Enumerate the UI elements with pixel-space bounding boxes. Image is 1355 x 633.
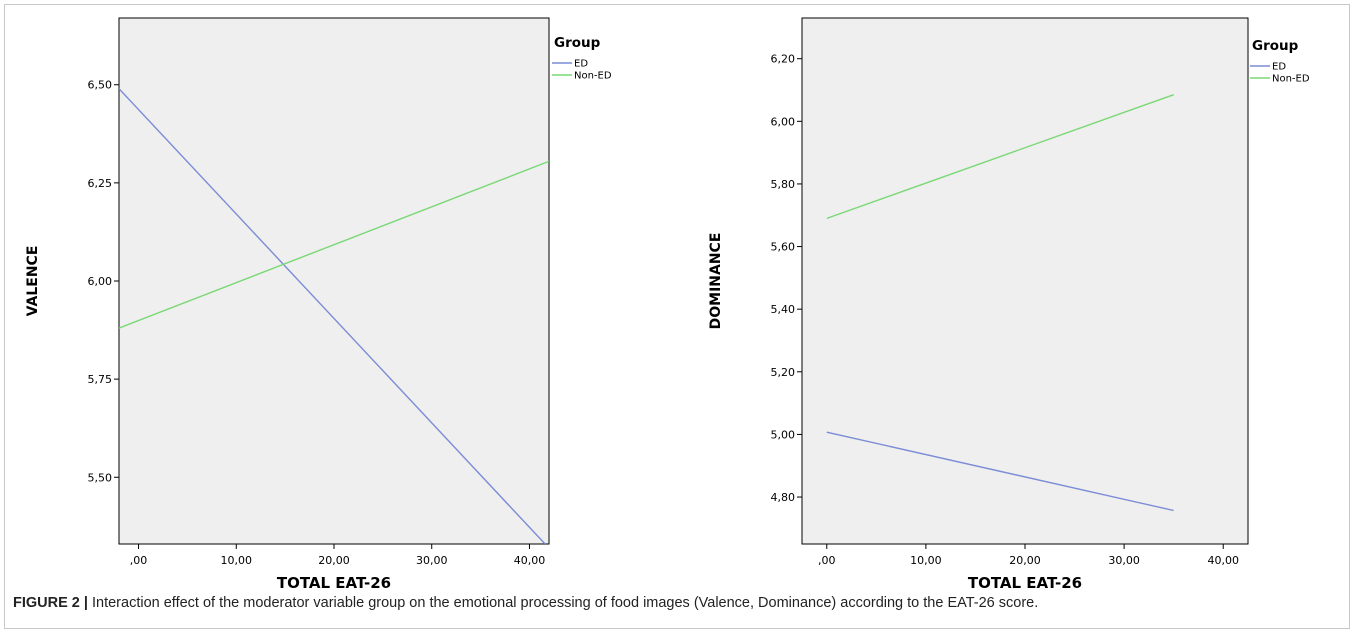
- x-tick-label: 10,00: [221, 554, 253, 567]
- series-line-non-ed: [119, 160, 549, 329]
- y-tick-label: 6,20: [771, 53, 796, 66]
- figure-caption-label: FIGURE 2 |: [13, 595, 88, 611]
- y-axis-label: DOMINANCE: [708, 233, 724, 330]
- x-tick-label: 40,00: [1207, 554, 1239, 567]
- legend-label-ed: ED: [574, 59, 588, 70]
- figure-caption: FIGURE 2 | Interaction effect of the mod…: [13, 595, 1343, 611]
- series-line-ed: [826, 431, 1174, 512]
- x-tick-label: 20,00: [1009, 554, 1041, 567]
- y-tick-label: 6,50: [88, 79, 113, 92]
- y-tick-label: 5,20: [771, 366, 796, 379]
- legend-label-non-ed: Non-ED: [574, 71, 612, 82]
- y-tick-label: 5,60: [771, 241, 796, 254]
- y-axis-label: VALENCE: [25, 246, 41, 317]
- plot-area: [118, 17, 550, 545]
- legend-title: Group: [1252, 38, 1299, 54]
- x-tick-label: ,00: [130, 554, 148, 567]
- series-line-ed: [119, 88, 546, 544]
- y-tick-label: 6,00: [771, 115, 796, 128]
- figure-caption-text: Interaction effect of the moderator vari…: [87, 595, 1039, 611]
- y-tick-label: 5,40: [771, 303, 796, 316]
- y-tick-label: 6,00: [88, 275, 113, 288]
- y-tick-label: 5,50: [88, 471, 113, 484]
- x-axis-label: TOTAL EAT-26: [277, 574, 391, 592]
- y-tick-label: 5,00: [771, 428, 796, 441]
- legend-label-non-ed: Non-ED: [1272, 74, 1310, 85]
- x-tick-label: 20,00: [318, 554, 350, 567]
- series-line-non-ed: [826, 94, 1174, 220]
- x-tick-label: ,00: [818, 554, 836, 567]
- plot-area: [801, 17, 1249, 545]
- legend-label-ed: ED: [1272, 62, 1286, 73]
- x-axis-label: TOTAL EAT-26: [968, 574, 1082, 592]
- x-tick-label: 30,00: [1108, 554, 1140, 567]
- y-tick-label: 5,75: [88, 373, 113, 386]
- x-tick-label: 40,00: [514, 554, 546, 567]
- legend-title: Group: [554, 35, 601, 51]
- y-tick-label: 6,25: [88, 177, 113, 190]
- x-tick-label: 30,00: [416, 554, 448, 567]
- x-tick-label: 10,00: [910, 554, 942, 567]
- y-tick-label: 5,80: [771, 178, 796, 191]
- y-tick-label: 4,80: [771, 491, 796, 504]
